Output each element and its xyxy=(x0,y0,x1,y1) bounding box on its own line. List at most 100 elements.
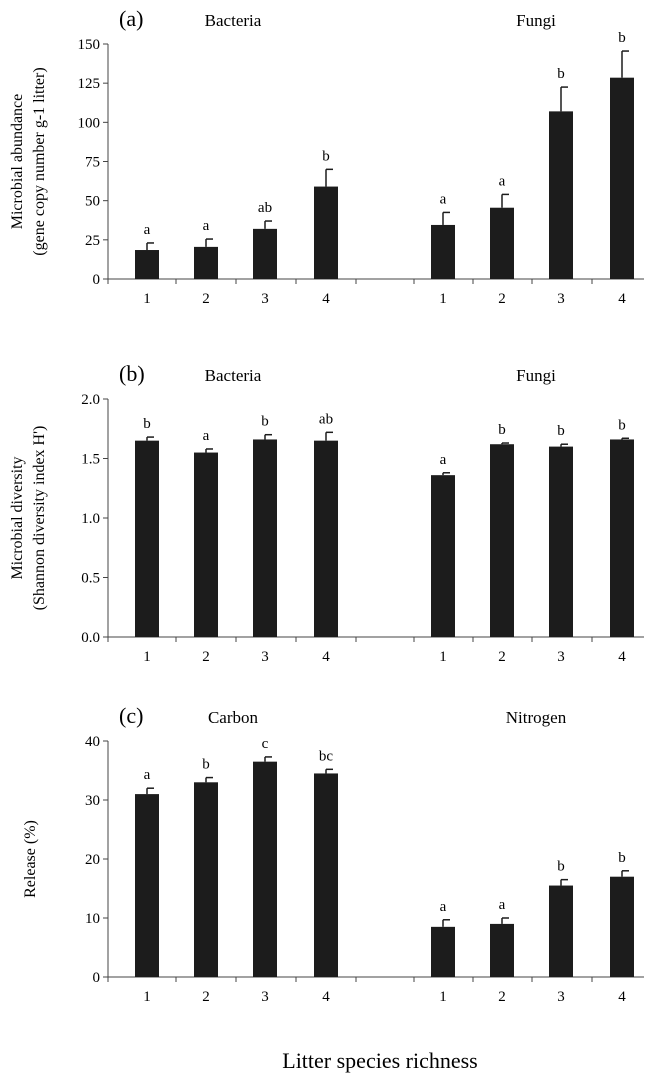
x-tick-label: 1 xyxy=(143,649,151,665)
y-tick-label: 100 xyxy=(78,115,101,131)
x-tick-label: 2 xyxy=(202,291,210,307)
y-axis-title-line: Microbial diversity xyxy=(9,456,26,579)
y-axis-title-line: Microbial abundance xyxy=(9,94,26,230)
significance-letter: ab xyxy=(319,411,333,427)
y-tick-label: 10 xyxy=(85,911,100,927)
x-tick-label: 4 xyxy=(322,291,330,307)
significance-letter: b xyxy=(322,148,330,164)
significance-letter: b xyxy=(202,757,210,773)
bar xyxy=(253,439,277,637)
y-tick-label: 50 xyxy=(85,194,100,210)
bar xyxy=(549,885,573,977)
y-tick-label: 75 xyxy=(85,155,100,171)
y-axis-title-line: (Shannon diversity index H') xyxy=(31,426,48,611)
chart-panel-1: 0 25 50 75 100 125 150 Microbial abundance (gene… xyxy=(9,6,644,307)
group-title: Fungi xyxy=(516,11,556,30)
bar xyxy=(549,446,573,637)
significance-letter: b xyxy=(618,30,626,46)
y-tick-label: 30 xyxy=(85,793,100,809)
x-tick-label: 3 xyxy=(557,291,565,307)
significance-letter: a xyxy=(499,173,506,189)
x-tick-label: 2 xyxy=(498,989,506,1005)
bar xyxy=(135,794,159,977)
significance-letter: b xyxy=(261,414,269,430)
x-tick-label: 1 xyxy=(439,291,447,307)
significance-letter: a xyxy=(440,191,447,207)
bar xyxy=(490,207,514,279)
y-tick-label: 25 xyxy=(85,233,100,249)
significance-letter: a xyxy=(440,899,447,915)
x-tick-label: 1 xyxy=(439,649,447,665)
x-axis-title: Litter species richness xyxy=(282,1048,478,1073)
bar xyxy=(253,761,277,977)
bar xyxy=(135,440,159,637)
significance-letter: a xyxy=(440,452,447,468)
group-title: Fungi xyxy=(516,366,556,385)
significance-letter: b xyxy=(557,859,565,875)
y-axis-title-line: Release (%) xyxy=(22,820,39,898)
y-tick-label: 2.0 xyxy=(81,392,100,408)
y-tick-label: 20 xyxy=(85,852,100,868)
bar xyxy=(194,782,218,977)
bar xyxy=(490,923,514,977)
panel-label: (a) xyxy=(119,6,143,31)
group-title: Bacteria xyxy=(205,366,262,385)
y-tick-label: 1.5 xyxy=(81,452,100,468)
y-tick-label: 1.0 xyxy=(81,511,100,527)
bar xyxy=(431,926,455,977)
y-axis-title-line: (gene copy number g-1 litter) xyxy=(31,67,48,255)
bar xyxy=(431,224,455,279)
group-title: Nitrogen xyxy=(506,708,567,727)
bar xyxy=(610,876,634,977)
significance-letter: b xyxy=(618,850,626,866)
bar xyxy=(549,111,573,279)
significance-letter: ab xyxy=(258,200,272,216)
y-tick-label: 0.5 xyxy=(81,571,100,587)
significance-letter: b xyxy=(498,422,506,438)
y-tick-label: 0 xyxy=(93,272,101,288)
y-tick-label: 125 xyxy=(78,76,101,92)
bar xyxy=(610,439,634,637)
x-tick-label: 1 xyxy=(439,989,447,1005)
x-tick-label: 2 xyxy=(202,649,210,665)
chart-panel-3: 0 10 20 30 40 Release (%) (c) Carbon a 1 b 2 c 3 bc 4 Ni… xyxy=(22,703,644,1005)
bar xyxy=(314,773,338,977)
significance-letter: a xyxy=(144,767,151,783)
significance-letter: a xyxy=(203,428,210,444)
bar xyxy=(194,246,218,279)
bar xyxy=(194,452,218,637)
bar xyxy=(314,186,338,279)
bar xyxy=(610,77,634,279)
x-tick-label: 3 xyxy=(261,291,269,307)
x-tick-label: 3 xyxy=(261,649,269,665)
significance-letter: b xyxy=(557,66,565,82)
significance-letter: b xyxy=(618,417,626,433)
x-tick-label: 4 xyxy=(322,649,330,665)
y-tick-label: 0.0 xyxy=(81,630,100,646)
bar xyxy=(431,475,455,637)
y-tick-label: 0 xyxy=(93,970,101,986)
group-title: Bacteria xyxy=(205,11,262,30)
x-tick-label: 3 xyxy=(557,649,565,665)
significance-letter: a xyxy=(144,222,151,238)
x-tick-label: 2 xyxy=(202,989,210,1005)
significance-letter: b xyxy=(143,416,151,432)
x-tick-label: 2 xyxy=(498,649,506,665)
x-tick-label: 4 xyxy=(618,989,626,1005)
x-tick-label: 4 xyxy=(322,989,330,1005)
y-tick-label: 40 xyxy=(85,734,100,750)
bar xyxy=(135,250,159,279)
group-title: Carbon xyxy=(208,708,259,727)
bar xyxy=(314,440,338,637)
panel-label: (c) xyxy=(119,703,143,728)
chart-panel-2: 0.0 0.5 1.0 1.5 2.0 Microbial diversity (Shann… xyxy=(9,361,644,665)
significance-letter: c xyxy=(262,736,269,752)
x-tick-label: 1 xyxy=(143,291,151,307)
x-tick-label: 1 xyxy=(143,989,151,1005)
significance-letter: a xyxy=(203,218,210,234)
significance-letter: bc xyxy=(319,748,334,764)
bar xyxy=(253,228,277,279)
panel-label: (b) xyxy=(119,361,145,386)
